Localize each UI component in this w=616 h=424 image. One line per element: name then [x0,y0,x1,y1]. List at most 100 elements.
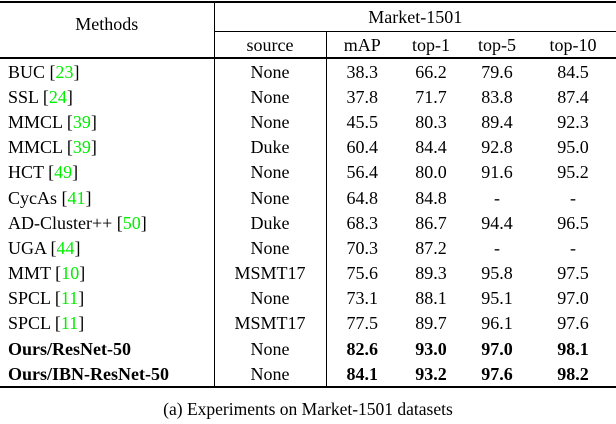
source-cell: Duke [214,210,327,236]
metric-cell: 80.3 [415,111,447,132]
metric-cell: 97.5 [557,263,589,284]
metric-cell: 89.3 [415,263,447,284]
table-row: HCT [49] None 56.4 80.0 91.6 95.2 [0,159,616,185]
citation-link[interactable]: 24 [48,86,67,107]
table-row: MMCL [39] Duke 60.4 84.4 92.8 95.0 [0,134,616,160]
citation-link[interactable]: 10 [61,263,80,284]
table-row: CycAs [41] None 64.8 84.8 - - [0,184,616,211]
metric-cell: 87.2 [415,237,447,258]
citation-link[interactable]: 50 [122,212,141,233]
metric-cell: 79.6 [481,61,513,82]
citation-link[interactable]: 44 [56,237,75,258]
metric-cell: 97.6 [481,363,513,384]
metric-cell: 96.1 [481,313,513,334]
metric-cell: - [494,187,500,208]
metric-cell: 37.8 [346,86,379,107]
table-row: Ours/IBN-ResNet-50 None 84.1 93.2 97.6 98.2 [0,361,616,388]
metric-cell: 70.3 [346,237,379,258]
source-cell: None [214,58,327,85]
metric-cell: 89.4 [481,111,513,132]
metric-cell: 86.7 [415,212,447,233]
source-cell: Duke [214,134,327,160]
metric-cell: 98.2 [557,363,589,384]
citation-link[interactable]: 11 [60,313,79,334]
metric-cell: 80.0 [415,162,447,183]
metric-cell: 45.5 [346,111,379,132]
metric-cell: 66.2 [415,61,447,82]
metric-cell: 95.0 [557,137,589,158]
col-header-top5: top-5 [464,31,530,59]
metric-cell: 60.4 [346,137,379,158]
citation-link[interactable]: 39 [72,111,91,132]
source-cell: None [214,361,327,388]
source-cell: None [214,84,327,110]
table-row: SPCL [11] MSMT17 77.5 89.7 96.1 97.6 [0,310,616,337]
metric-cell: 83.8 [481,86,513,107]
metric-cell: 97.0 [557,288,589,309]
table-row: UGA [44] None 70.3 87.2 - - [0,235,616,261]
col-header-map: mAP [326,31,398,59]
method-cell: MMT [10] [0,260,215,286]
metric-cell: 77.5 [346,313,379,334]
header-row-dataset: Methods Market-1501 [0,2,616,59]
metric-cell: 71.7 [415,86,447,107]
citation-link[interactable]: 49 [54,162,73,183]
source-cell: None [214,109,327,135]
metric-cell: 38.3 [346,61,379,82]
source-cell: None [214,184,327,211]
method-cell: SPCL [11] [0,310,215,337]
header-row-metrics: source mAP top-1 top-5 top-10 [0,31,616,59]
method-cell: CycAs [41] [0,184,215,211]
source-cell: MSMT17 [214,310,327,337]
table-row: SSL [24] None 37.8 71.7 83.8 87.4 [0,84,616,110]
metric-cell: 84.4 [415,137,447,158]
results-table: Methods Market-1501 source mAP top-1 top… [0,1,616,389]
metric-cell: - [570,187,577,208]
method-cell: MMCL [39] [0,109,215,135]
metric-cell: 98.1 [557,338,589,359]
citation-link[interactable]: 11 [60,288,79,309]
metric-cell: 94.4 [481,212,513,233]
table-row: MMT [10] MSMT17 75.6 89.3 95.8 97.5 [0,260,616,286]
col-header-top10: top-10 [530,31,616,59]
citation-link[interactable]: 39 [72,137,91,158]
method-cell: BUC [23] [0,58,215,85]
metric-cell: 93.2 [415,363,447,384]
metric-cell: 84.8 [415,187,447,208]
method-cell: MMCL [39] [0,134,215,160]
metric-cell: 88.1 [415,288,447,309]
method-cell: SSL [24] [0,84,215,110]
table-row: AD-Cluster++ [50] Duke 68.3 86.7 94.4 96.5 [0,210,616,236]
metric-cell: 82.6 [346,338,379,359]
citation-link[interactable]: 41 [67,187,86,208]
metric-cell: 92.8 [481,137,513,158]
source-cell: None [214,285,327,311]
source-cell: MSMT17 [214,260,327,286]
table-row: MMCL [39] None 45.5 80.3 89.4 92.3 [0,109,616,135]
table-row: BUC [23] None 38.3 66.2 79.6 84.5 [0,58,616,85]
col-header-methods: Methods [0,2,215,59]
source-cell: None [214,159,327,185]
table-row: SPCL [11] None 73.1 88.1 95.1 97.0 [0,285,616,311]
metric-cell: 96.5 [557,212,589,233]
method-cell: HCT [49] [0,159,215,185]
metric-cell: 87.4 [557,86,589,107]
table-caption: (a) Experiments on Market-1501 datasets [163,399,453,420]
metric-cell: 95.8 [481,263,513,284]
source-cell: None [214,235,327,261]
citation-link[interactable]: 23 [55,61,74,82]
metric-cell: - [570,237,577,258]
metric-cell: 92.3 [557,111,589,132]
metric-cell: 93.0 [415,338,447,359]
metric-cell: 68.3 [346,212,379,233]
metric-cell: 84.1 [346,363,379,384]
metric-cell: 97.0 [481,338,513,359]
method-cell: Ours/ResNet-50 [0,336,215,362]
source-cell: None [214,336,327,362]
method-cell: AD-Cluster++ [50] [0,210,215,236]
metric-cell: 97.6 [557,313,589,334]
method-cell: SPCL [11] [0,285,215,311]
metric-cell: 89.7 [415,313,447,334]
col-header-dataset: Market-1501 [214,2,616,32]
